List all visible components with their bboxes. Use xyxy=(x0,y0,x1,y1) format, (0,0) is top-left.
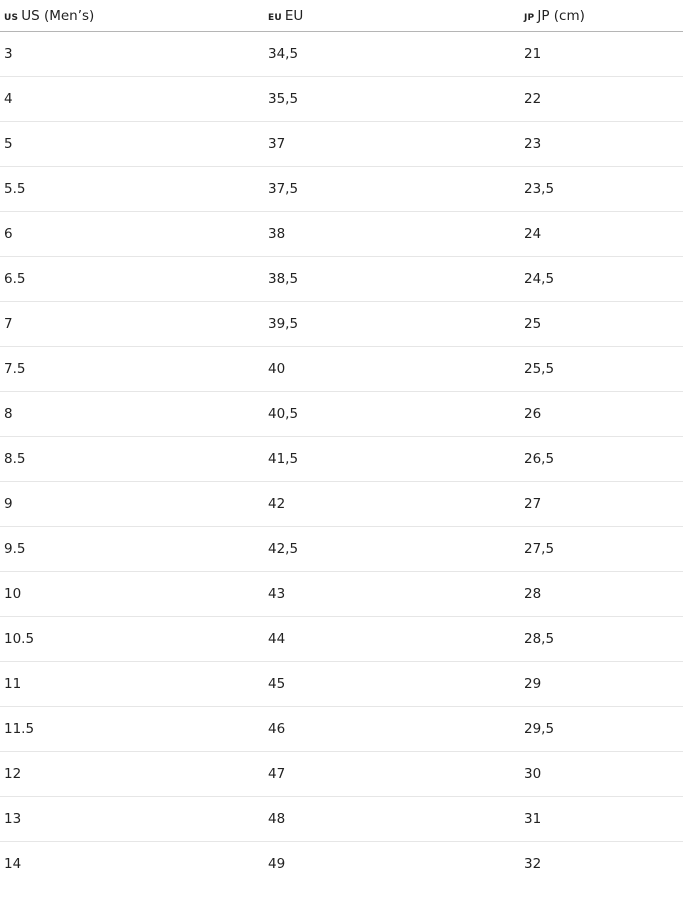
table-cell: 38 xyxy=(268,226,286,242)
header-cell: US US (Men’s) xyxy=(4,8,94,24)
table-cell: 47 xyxy=(268,766,286,782)
table-row: 3 34,5 21 xyxy=(0,32,683,77)
table-cell: 31 xyxy=(524,811,542,827)
table-row: 4 35,5 22 xyxy=(0,77,683,122)
table-cell: 26,5 xyxy=(524,451,555,467)
table-cell: 10 xyxy=(4,586,22,602)
table-cell: 37 xyxy=(268,136,286,152)
table-row: 10 43 28 xyxy=(0,572,683,617)
table-row: 7.5 40 25,5 xyxy=(0,347,683,392)
table-cell: 43 xyxy=(268,586,286,602)
table-cell: 38,5 xyxy=(268,271,299,287)
table-cell: 25 xyxy=(524,316,542,332)
table-row: 7 39,5 25 xyxy=(0,302,683,347)
table-cell: 6 xyxy=(4,226,13,242)
header-label: EU xyxy=(284,7,304,24)
table-cell: 25,5 xyxy=(524,361,555,377)
table-row: 11 45 29 xyxy=(0,662,683,707)
table-cell: 9 xyxy=(4,496,13,512)
table-row: 9 42 27 xyxy=(0,482,683,527)
table-row: 12 47 30 xyxy=(0,752,683,797)
table-cell: 8.5 xyxy=(4,451,26,467)
table-cell: 28,5 xyxy=(524,631,555,647)
table-cell: 27,5 xyxy=(524,541,555,557)
table-cell: 30 xyxy=(524,766,542,782)
table-cell: 37,5 xyxy=(268,181,299,197)
table-cell: 27 xyxy=(524,496,542,512)
table-cell: 9.5 xyxy=(4,541,26,557)
table-cell: 41,5 xyxy=(268,451,299,467)
table-row: 5 37 23 xyxy=(0,122,683,167)
table-cell: 45 xyxy=(268,676,286,692)
table-row: 14 49 32 xyxy=(0,842,683,886)
table-cell: 10.5 xyxy=(4,631,35,647)
table-cell: 40,5 xyxy=(268,406,299,422)
table-cell: 7.5 xyxy=(4,361,26,377)
table-cell: 5.5 xyxy=(4,181,26,197)
table-row: 13 48 31 xyxy=(0,797,683,842)
table-cell: 39,5 xyxy=(268,316,299,332)
table-cell: 4 xyxy=(4,91,13,107)
table-cell: 35,5 xyxy=(268,91,299,107)
table-cell: 13 xyxy=(4,811,22,827)
table-cell: 7 xyxy=(4,316,13,332)
header-row: US US (Men’s) EU EU JP JP (cm) xyxy=(0,0,683,32)
table-row: 11.5 46 29,5 xyxy=(0,707,683,752)
table-cell: 3 xyxy=(4,46,13,62)
table-cell: 42,5 xyxy=(268,541,299,557)
table-row: 6.5 38,5 24,5 xyxy=(0,257,683,302)
header-badge: US xyxy=(4,12,19,23)
table-row: 6 38 24 xyxy=(0,212,683,257)
table-cell: 26 xyxy=(524,406,542,422)
table-cell: 5 xyxy=(4,136,13,152)
table-row: 8 40,5 26 xyxy=(0,392,683,437)
header-cell: JP JP (cm) xyxy=(524,8,585,24)
table-cell: 29 xyxy=(524,676,542,692)
table-cell: 22 xyxy=(524,91,542,107)
table-cell: 21 xyxy=(524,46,542,62)
table-cell: 24 xyxy=(524,226,542,242)
table-cell: 32 xyxy=(524,856,542,872)
table-cell: 23,5 xyxy=(524,181,555,197)
table-cell: 24,5 xyxy=(524,271,555,287)
header-label: US (Men’s) xyxy=(21,7,95,24)
table-row: 5.5 37,5 23,5 xyxy=(0,167,683,212)
table-cell: 11.5 xyxy=(4,721,35,737)
table-cell: 12 xyxy=(4,766,22,782)
table-cell: 11 xyxy=(4,676,22,692)
table-cell: 46 xyxy=(268,721,286,737)
header-badge: JP xyxy=(524,12,535,23)
header-badge: EU xyxy=(268,12,282,23)
table-row: 8.5 41,5 26,5 xyxy=(0,437,683,482)
table-cell: 8 xyxy=(4,406,13,422)
table-cell: 34,5 xyxy=(268,46,299,62)
table-cell: 28 xyxy=(524,586,542,602)
table-cell: 42 xyxy=(268,496,286,512)
header-cell: EU EU xyxy=(268,8,303,24)
table-row: 10.5 44 28,5 xyxy=(0,617,683,662)
table-cell: 29,5 xyxy=(524,721,555,737)
table-cell: 49 xyxy=(268,856,286,872)
table-cell: 44 xyxy=(268,631,286,647)
table-cell: 40 xyxy=(268,361,286,377)
header-label: JP (cm) xyxy=(537,7,585,24)
table-cell: 6.5 xyxy=(4,271,26,287)
table-row: 9.5 42,5 27,5 xyxy=(0,527,683,572)
table-cell: 23 xyxy=(524,136,542,152)
table-cell: 48 xyxy=(268,811,286,827)
table-cell: 14 xyxy=(4,856,22,872)
